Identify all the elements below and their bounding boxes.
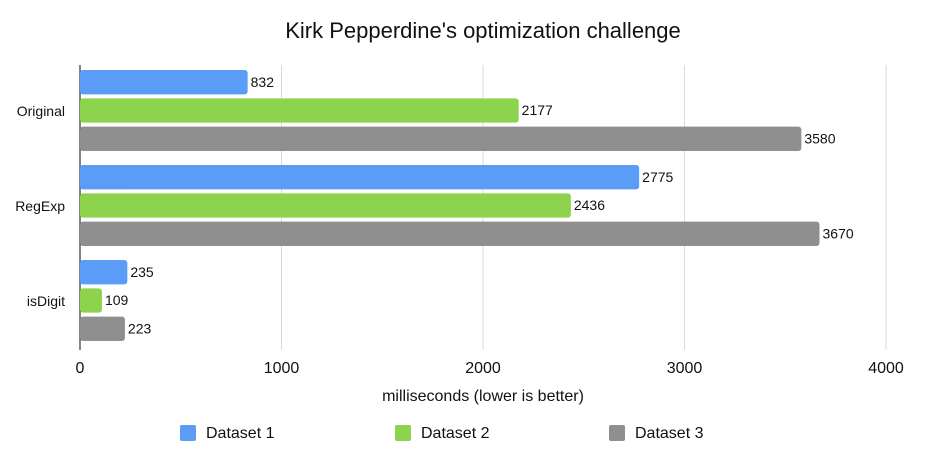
bar — [80, 165, 640, 190]
bar — [80, 288, 102, 313]
bar — [80, 316, 125, 341]
legend-swatch — [395, 425, 411, 441]
y-tick-label: RegExp — [15, 198, 65, 214]
legend-swatch — [180, 425, 196, 441]
x-axis-label: milliseconds (lower is better) — [382, 388, 584, 405]
data-label: 2436 — [574, 197, 605, 213]
bar — [80, 70, 248, 95]
data-label: 3670 — [823, 226, 854, 242]
data-label: 235 — [130, 264, 154, 280]
data-label: 109 — [105, 292, 129, 308]
x-tick-label: 4000 — [868, 360, 904, 377]
bar — [80, 193, 571, 218]
legend-label: Dataset 1 — [206, 425, 275, 442]
chart-title: Kirk Pepperdine's optimization challenge — [285, 18, 681, 43]
x-tick-label: 0 — [76, 360, 85, 377]
bar — [80, 126, 802, 151]
y-tick-label: isDigit — [27, 293, 65, 309]
legend-swatch — [609, 425, 625, 441]
data-label: 832 — [251, 74, 275, 90]
bar — [80, 98, 519, 123]
data-label: 223 — [128, 321, 152, 337]
data-label: 2775 — [642, 169, 673, 185]
legend-label: Dataset 3 — [635, 425, 704, 442]
x-tick-label: 2000 — [465, 360, 501, 377]
data-label: 2177 — [522, 102, 553, 118]
bar — [80, 221, 820, 246]
bar — [80, 260, 128, 285]
data-label: 3580 — [804, 131, 835, 147]
y-tick-label: Original — [17, 103, 65, 119]
x-tick-label: 1000 — [264, 360, 300, 377]
legend-label: Dataset 2 — [421, 425, 490, 442]
x-tick-label: 3000 — [667, 360, 703, 377]
